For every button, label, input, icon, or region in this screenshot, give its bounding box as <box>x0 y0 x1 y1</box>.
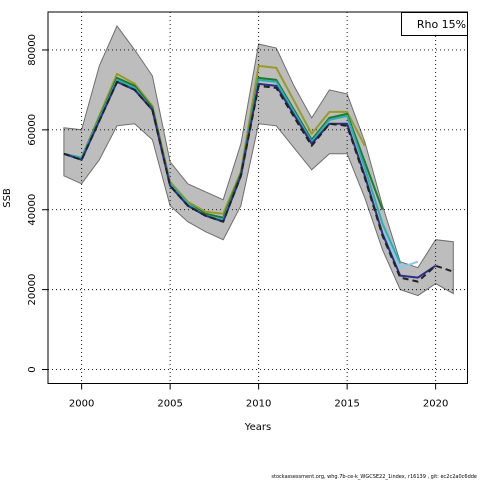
x-axis-title: Years <box>244 422 271 433</box>
axis-layer: 2000 2005 2010 2015 2020 0 20000 40000 60000 8000… <box>27 34 448 410</box>
legend-box <box>401 12 468 36</box>
series-line <box>381 229 419 269</box>
y-tick-label: 20000 <box>27 274 38 306</box>
y-tick-label: 0 <box>27 366 38 372</box>
x-tick-label: 2005 <box>157 399 182 410</box>
series-line <box>63 64 366 215</box>
series-line <box>63 80 437 279</box>
footer-source: stockassessment.org, whg.7b-ce-k_WGCSE22… <box>271 474 477 480</box>
plot-frame <box>47 11 468 384</box>
y-tick-label: 80000 <box>27 34 38 66</box>
x-tick-label: 2000 <box>69 399 94 410</box>
legend: Rho 15% <box>401 12 468 36</box>
legend-label: Rho 15% <box>417 18 466 31</box>
series-line <box>63 80 454 283</box>
x-tick-label: 2020 <box>423 399 448 410</box>
y-tick-label: 40000 <box>27 194 38 226</box>
y-tick-label: 60000 <box>27 114 38 146</box>
x-tick-label: 2010 <box>246 399 271 410</box>
y-axis-title: SSB <box>2 188 13 208</box>
series-layer <box>63 64 454 283</box>
x-tick-label: 2015 <box>334 399 359 410</box>
